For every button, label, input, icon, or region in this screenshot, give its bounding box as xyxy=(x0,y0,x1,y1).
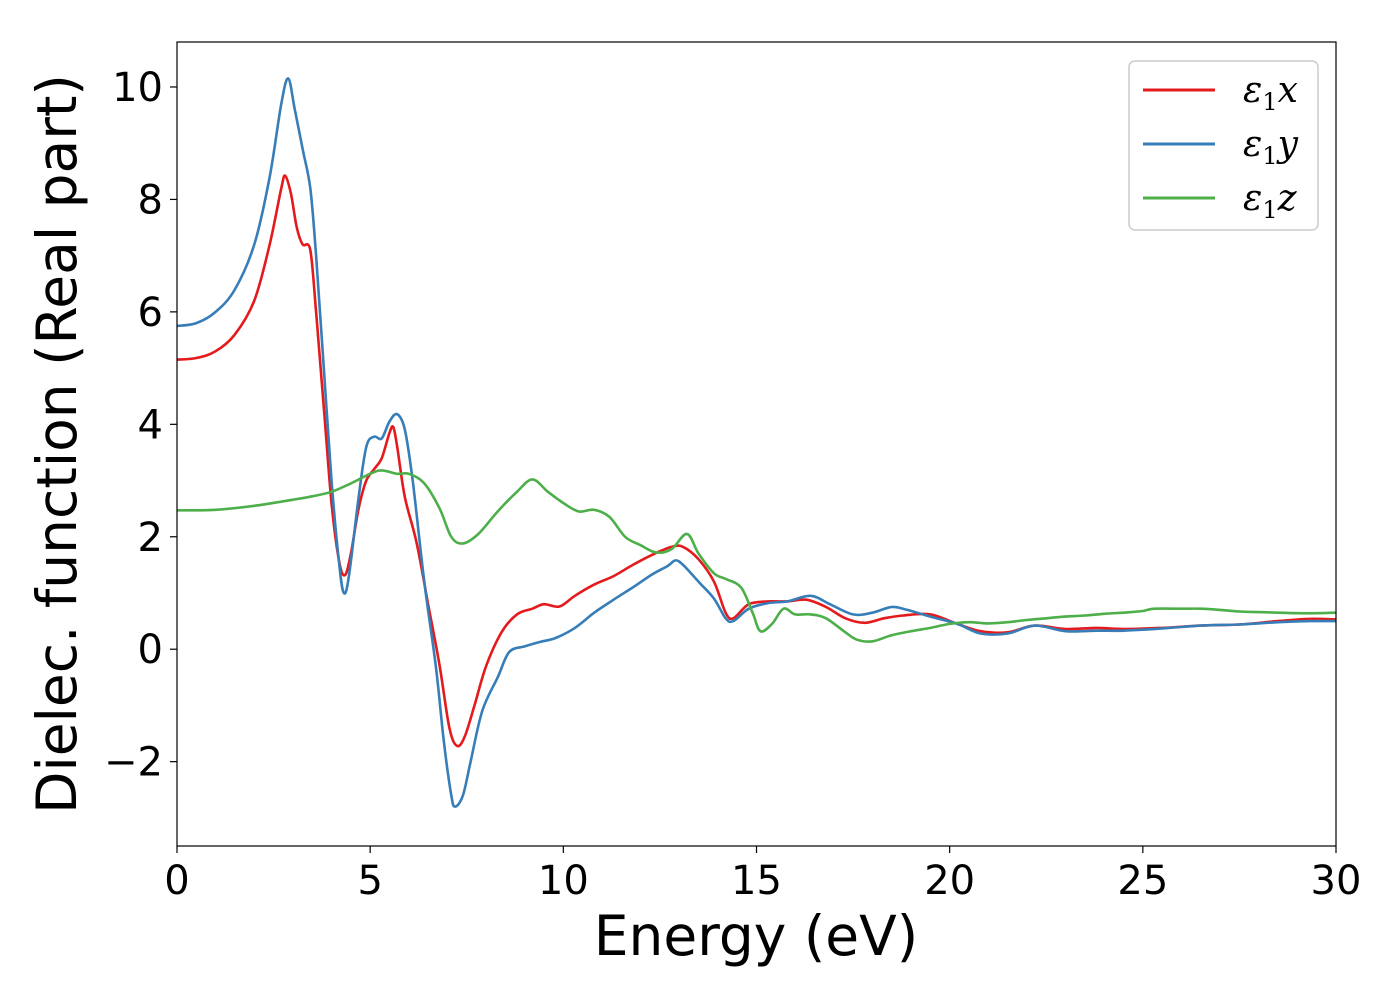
x-tick-label: 10 xyxy=(538,858,589,904)
y-axis-ticks: −2 0 2 4 6 8 10 xyxy=(104,65,177,786)
x-tick-label: 15 xyxy=(731,858,782,904)
legend-box xyxy=(1128,60,1319,231)
y-tick-label: 8 xyxy=(138,177,163,223)
x-tick-label: 25 xyxy=(1117,858,1168,904)
legend-label-z: ε1z xyxy=(1243,178,1298,224)
series-layer xyxy=(177,77,1336,808)
x-axis-ticks: 0 5 10 15 20 25 30 xyxy=(164,846,1361,904)
y-tick-label: 10 xyxy=(112,65,163,111)
y-tick-label: 2 xyxy=(138,515,163,561)
series-line-y xyxy=(177,77,1336,808)
x-tick-label: 0 xyxy=(164,858,189,904)
y-tick-label: 0 xyxy=(138,627,163,673)
legend-label-y: ε1y xyxy=(1243,124,1299,170)
x-tick-label: 30 xyxy=(1311,858,1362,904)
legend-label-x: ε1x xyxy=(1243,70,1298,116)
x-tick-label: 20 xyxy=(924,858,975,904)
series-line-z xyxy=(177,469,1336,643)
y-axis-title: Dielec. function (Real part) xyxy=(25,74,89,814)
y-tick-label: −2 xyxy=(104,740,163,786)
y-tick-label: 4 xyxy=(138,402,163,448)
x-tick-label: 5 xyxy=(357,858,382,904)
y-tick-label: 6 xyxy=(138,290,163,336)
x-axis-title: Energy (eV) xyxy=(594,904,918,968)
legend: ε1x ε1y ε1z xyxy=(1128,60,1319,231)
